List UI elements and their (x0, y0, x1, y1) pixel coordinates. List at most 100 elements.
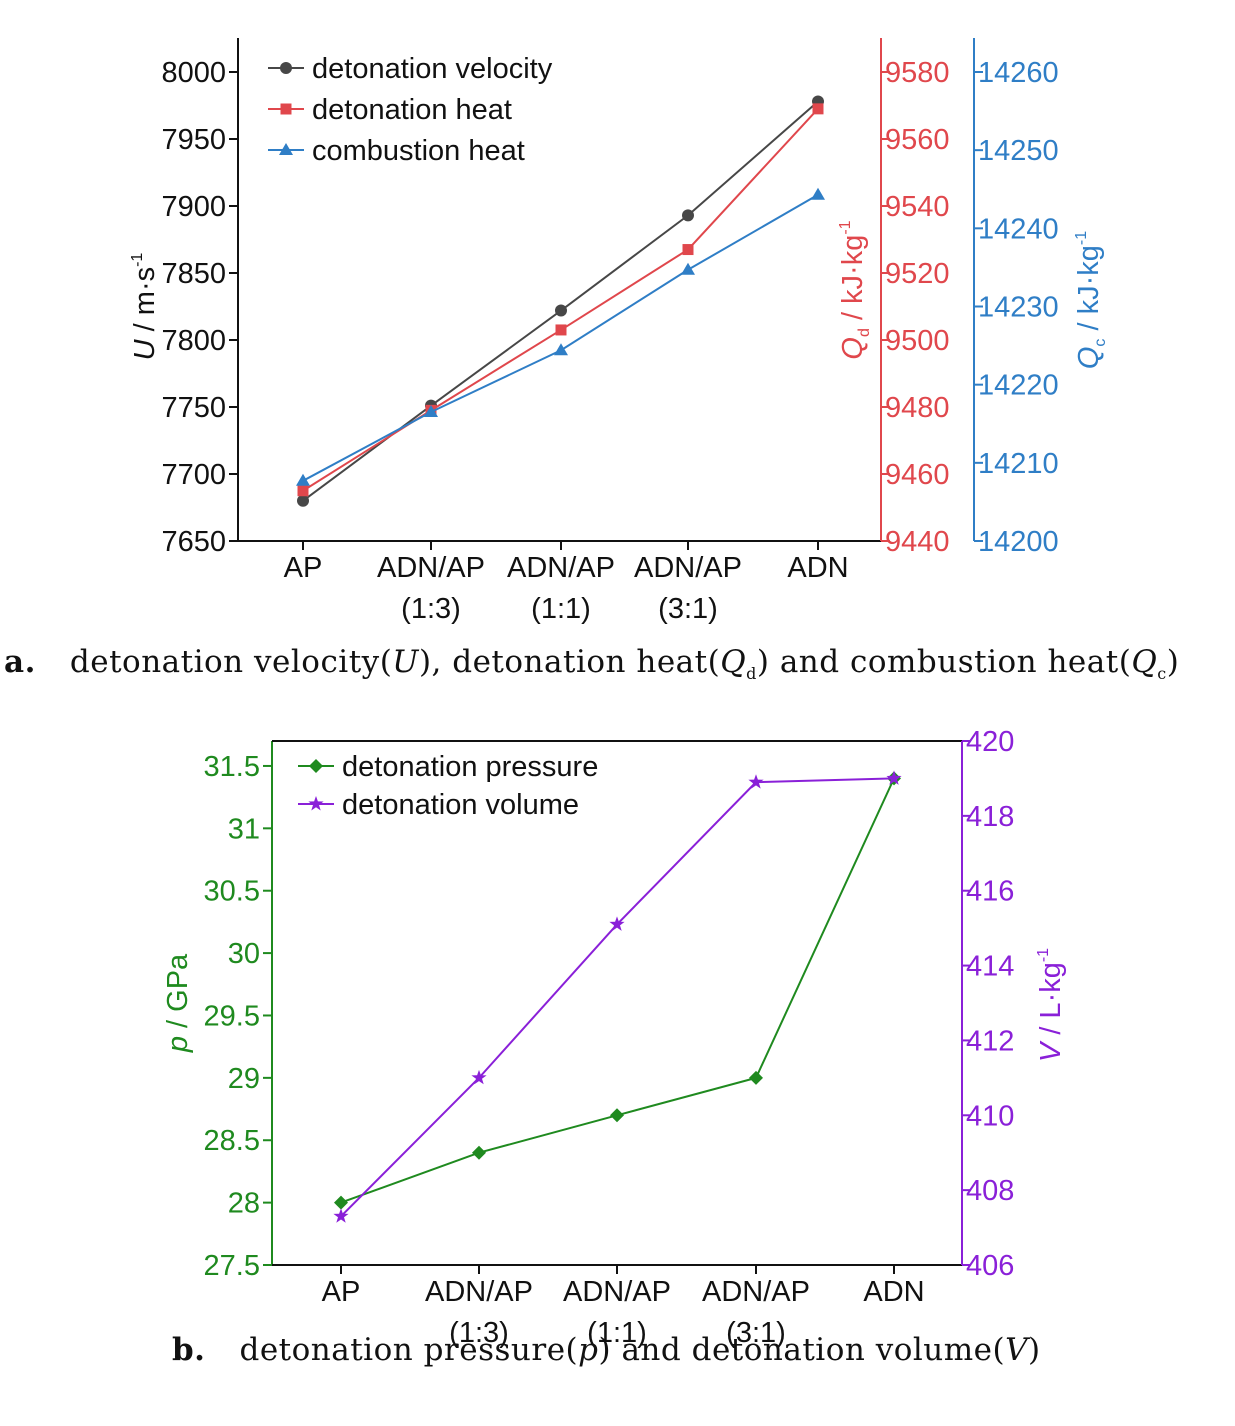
left-tick-label: 7800 (161, 325, 226, 357)
left-tick-label: 7900 (161, 191, 226, 223)
left-tick-label: 30.5 (204, 876, 260, 908)
left-tick-label: 7950 (161, 124, 226, 156)
data-point (812, 103, 824, 115)
chart-a: 7650 7700 7750 7800 7850 7900 7950 8000 9440 9460… (129, 38, 1109, 625)
data-point (682, 209, 694, 222)
left-tick-label: 31 (228, 813, 260, 845)
data-point (333, 1208, 349, 1223)
x-tick-label: (3:1) (726, 1317, 786, 1349)
left-tick-label: 28 (228, 1188, 260, 1220)
left-tick-label: 29.5 (204, 1000, 260, 1032)
x-tick-label: ADN (863, 1276, 924, 1308)
data-point (424, 405, 438, 418)
left-tick-label: 28.5 (204, 1125, 260, 1157)
data-point (334, 1195, 348, 1210)
right-tick-label: 414 (966, 951, 1014, 983)
legend-label: detonation velocity (312, 53, 553, 85)
caption-a-letter: a. (4, 644, 36, 680)
right-tick-label: 9580 (885, 57, 950, 89)
left-tick-label: 7750 (161, 392, 226, 424)
right2-tick-label: 14200 (978, 526, 1059, 558)
x-tick-label: (1:3) (401, 593, 461, 625)
right2-tick-label: 14260 (978, 57, 1059, 89)
legend-marker (309, 759, 323, 773)
x-tick-label: (1:3) (449, 1317, 509, 1349)
right-tick-label: 410 (966, 1100, 1014, 1132)
left-tick-label: 31.5 (204, 751, 260, 783)
data-point (296, 473, 310, 486)
caption-b: b. detonation pressure(p) and detonation … (172, 1332, 1041, 1368)
x-tick-label: ADN/AP (563, 1276, 671, 1308)
data-point (682, 244, 694, 256)
right-tick-label: 9560 (885, 124, 950, 156)
data-point (749, 1070, 763, 1085)
x-tick-label: ADN (787, 552, 848, 584)
left-tick-label: 7650 (161, 526, 226, 558)
x-tick-label: (3:1) (658, 593, 718, 625)
legend-marker (279, 143, 293, 155)
right-tick-label: 420 (966, 726, 1014, 758)
right-tick-label: 9520 (885, 258, 950, 290)
x-tick-label: AP (322, 1276, 361, 1308)
left-tick-label: 7700 (161, 459, 226, 491)
x-tick-label: ADN/AP (634, 552, 742, 584)
x-tick-label: AP (284, 552, 323, 584)
data-point (297, 485, 309, 497)
left-tick-label: 29 (228, 1063, 260, 1095)
x-tick-label: ADN/AP (507, 552, 615, 584)
data-point (554, 343, 568, 356)
data-point (811, 187, 825, 200)
right2-tick-label: 14230 (978, 292, 1059, 324)
left-axis-label: p / GPa (162, 953, 194, 1053)
right-tick-label: 416 (966, 876, 1014, 908)
legend-label: detonation heat (312, 94, 512, 126)
right-tick-label: 418 (966, 801, 1014, 833)
series-line (340, 777, 895, 1218)
data-point (471, 1069, 487, 1085)
data-point (610, 1108, 624, 1123)
right-tick-label: 9460 (885, 459, 950, 491)
right-tick-label: 408 (966, 1175, 1014, 1207)
right2-tick-label: 14250 (978, 135, 1059, 167)
x-tick-label: (1:1) (531, 593, 591, 625)
data-point (886, 770, 902, 785)
caption-a: a. detonation velocity(U), detonation hea… (4, 644, 1180, 684)
x-tick-label: (1:1) (587, 1317, 647, 1349)
left-tick-label: 8000 (161, 57, 226, 89)
legend-marker (280, 62, 292, 74)
legend-label: detonation pressure (342, 751, 598, 783)
right-tick-label: 9440 (885, 526, 950, 558)
right-tick-label: 406 (966, 1250, 1014, 1282)
caption-b-letter: b. (172, 1332, 206, 1368)
right2-tick-label: 14210 (978, 448, 1059, 480)
legend-marker (308, 796, 324, 811)
data-point (748, 774, 764, 789)
x-tick-label: ADN/AP (377, 552, 485, 584)
data-point (555, 304, 567, 317)
right-tick-label: 9540 (885, 191, 950, 223)
right2-tick-label: 14240 (978, 213, 1059, 245)
series-line (340, 778, 895, 1204)
data-point (609, 916, 625, 931)
data-point (472, 1145, 486, 1160)
right-tick-label: 9500 (885, 325, 950, 357)
legend-label: combustion heat (312, 135, 525, 167)
left-tick-label: 27.5 (204, 1250, 260, 1282)
right2-axis-label: Qc / kJ·kg-1 (1073, 231, 1109, 369)
right2-tick-label: 14220 (978, 370, 1059, 402)
left-axis-label: U / m·s-1 (129, 253, 161, 361)
right-axis-label: Qd / kJ·kg-1 (837, 220, 873, 359)
legend-label: detonation volume (342, 789, 579, 821)
right-tick-label: 9480 (885, 392, 950, 424)
x-tick-label: ADN/AP (702, 1276, 810, 1308)
data-point (681, 262, 695, 275)
right-axis-label: V / L·kg-1 (1035, 948, 1067, 1062)
right-tick-label: 412 (966, 1025, 1014, 1057)
x-tick-label: ADN/AP (425, 1276, 533, 1308)
legend-marker (280, 103, 292, 115)
data-point (297, 494, 309, 507)
data-point (555, 324, 567, 336)
left-tick-label: 30 (228, 938, 260, 970)
left-tick-label: 7850 (161, 258, 226, 290)
